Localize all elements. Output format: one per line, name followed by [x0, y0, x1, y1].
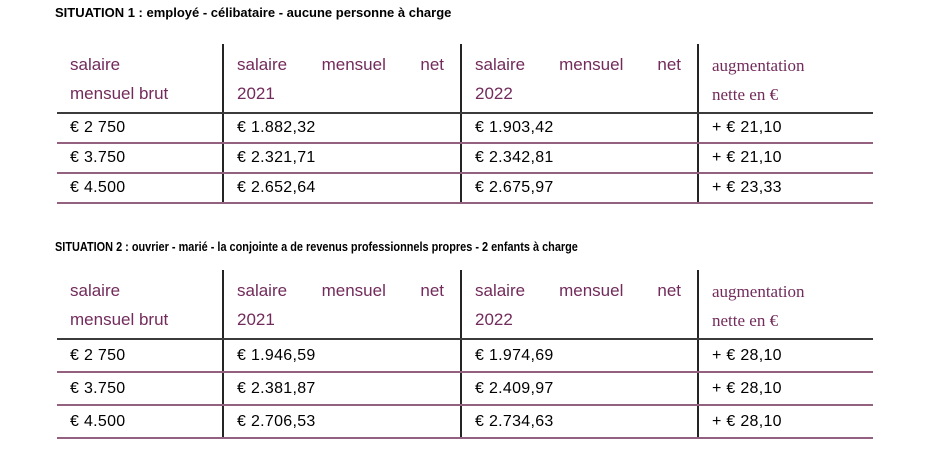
header-line: mensuel brut	[70, 84, 169, 103]
cell-net-2022: € 2.342,81	[460, 144, 697, 172]
cell-augmentation: + € 21,10	[697, 114, 873, 142]
header-line: salaire	[70, 55, 121, 74]
header-word: mensuel	[321, 55, 386, 74]
cell-net-2021: € 1.946,59	[222, 340, 460, 371]
header-line: 2021	[237, 310, 275, 329]
header-salaire-net-2021: salaire mensuel net 2021	[222, 44, 460, 112]
header-word: net	[420, 55, 444, 74]
table-row: € 2 750 € 1.946,59 € 1.974,69 + € 28,10	[57, 340, 873, 373]
header-line: augmentation	[712, 56, 805, 75]
cell-brut: € 4.500	[70, 179, 126, 196]
cell-net-2021: € 2.381,87	[222, 373, 460, 404]
header-line: salaire mensuel net	[475, 50, 681, 79]
table-2-header-row: salaire mensuel brut salaire mensuel net…	[57, 270, 873, 340]
header-word: salaire	[475, 55, 526, 74]
situation-1-title: SITUATION 1 : employé - célibataire - au…	[55, 5, 452, 20]
header-word: mensuel	[559, 281, 624, 300]
header-line: nette en €	[712, 311, 779, 330]
cell-net-2021: € 2.321,71	[222, 144, 460, 172]
cell-brut: € 2 750	[70, 346, 126, 364]
cell-net-2022: € 1.974,69	[460, 340, 697, 371]
cell-net-2022: € 2.734,63	[460, 406, 697, 437]
header-line: salaire	[70, 281, 121, 300]
cell-augmentation: + € 28,10	[697, 406, 873, 437]
header-word: mensuel	[321, 281, 386, 300]
cell-net-2021: € 2.652,64	[222, 174, 460, 202]
header-salaire-net-2022: salaire mensuel net 2022	[460, 270, 697, 338]
cell-augmentation: + € 28,10	[697, 340, 873, 371]
table-row: € 3.750 € 2.381,87 € 2.409,97 + € 28,10	[57, 373, 873, 406]
table-row: € 4.500 € 2.706,53 € 2.734,63 + € 28,10	[57, 406, 873, 439]
table-row: € 3.750 € 2.321,71 € 2.342,81 + € 21,10	[57, 144, 873, 174]
header-line: 2022	[475, 310, 513, 329]
cell-net-2022: € 2.409,97	[460, 373, 697, 404]
header-salaire-net-2021: salaire mensuel net 2021	[222, 270, 460, 338]
cell-net-2021: € 2.706,53	[222, 406, 460, 437]
header-salaire-mensuel-brut: salaire mensuel brut	[57, 44, 222, 112]
cell-net-2022: € 1.903,42	[460, 114, 697, 142]
header-line: salaire mensuel net	[237, 276, 444, 305]
header-word: net	[657, 281, 681, 300]
table-1-header-row: salaire mensuel brut salaire mensuel net…	[57, 44, 873, 114]
header-line: nette en €	[712, 85, 779, 104]
cell-augmentation: + € 21,10	[697, 144, 873, 172]
cell-net-2022: € 2.675,97	[460, 174, 697, 202]
header-word: salaire	[237, 281, 288, 300]
cell-brut: € 2 750	[70, 119, 126, 136]
table-row: € 2 750 € 1.882,32 € 1.903,42 + € 21,10	[57, 114, 873, 144]
header-line: augmentation	[712, 282, 805, 301]
header-word: salaire	[237, 55, 288, 74]
table-row: € 4.500 € 2.652,64 € 2.675,97 + € 23,33	[57, 174, 873, 204]
header-line: salaire mensuel net	[475, 276, 681, 305]
cell-brut: € 3.750	[70, 379, 126, 397]
salary-table-situation-1: salaire mensuel brut salaire mensuel net…	[57, 44, 873, 204]
header-word: net	[657, 55, 681, 74]
header-augmentation-nette: augmentation nette en €	[697, 44, 873, 112]
cell-augmentation: + € 23,33	[697, 174, 873, 202]
cell-net-2021: € 1.882,32	[222, 114, 460, 142]
salary-table-situation-2: salaire mensuel brut salaire mensuel net…	[57, 270, 873, 439]
cell-brut: € 4.500	[70, 412, 126, 430]
header-augmentation-nette: augmentation nette en €	[697, 270, 873, 338]
situation-2-title: SITUATION 2 : ouvrier - marié - la conjo…	[55, 239, 578, 254]
header-salaire-net-2022: salaire mensuel net 2022	[460, 44, 697, 112]
cell-augmentation: + € 28,10	[697, 373, 873, 404]
header-line: salaire mensuel net	[237, 50, 444, 79]
header-word: salaire	[475, 281, 526, 300]
header-word: net	[420, 281, 444, 300]
header-line: mensuel brut	[70, 310, 169, 329]
header-line: 2022	[475, 84, 513, 103]
header-salaire-mensuel-brut: salaire mensuel brut	[57, 270, 222, 338]
header-line: 2021	[237, 84, 275, 103]
cell-brut: € 3.750	[70, 149, 126, 166]
header-word: mensuel	[559, 55, 624, 74]
